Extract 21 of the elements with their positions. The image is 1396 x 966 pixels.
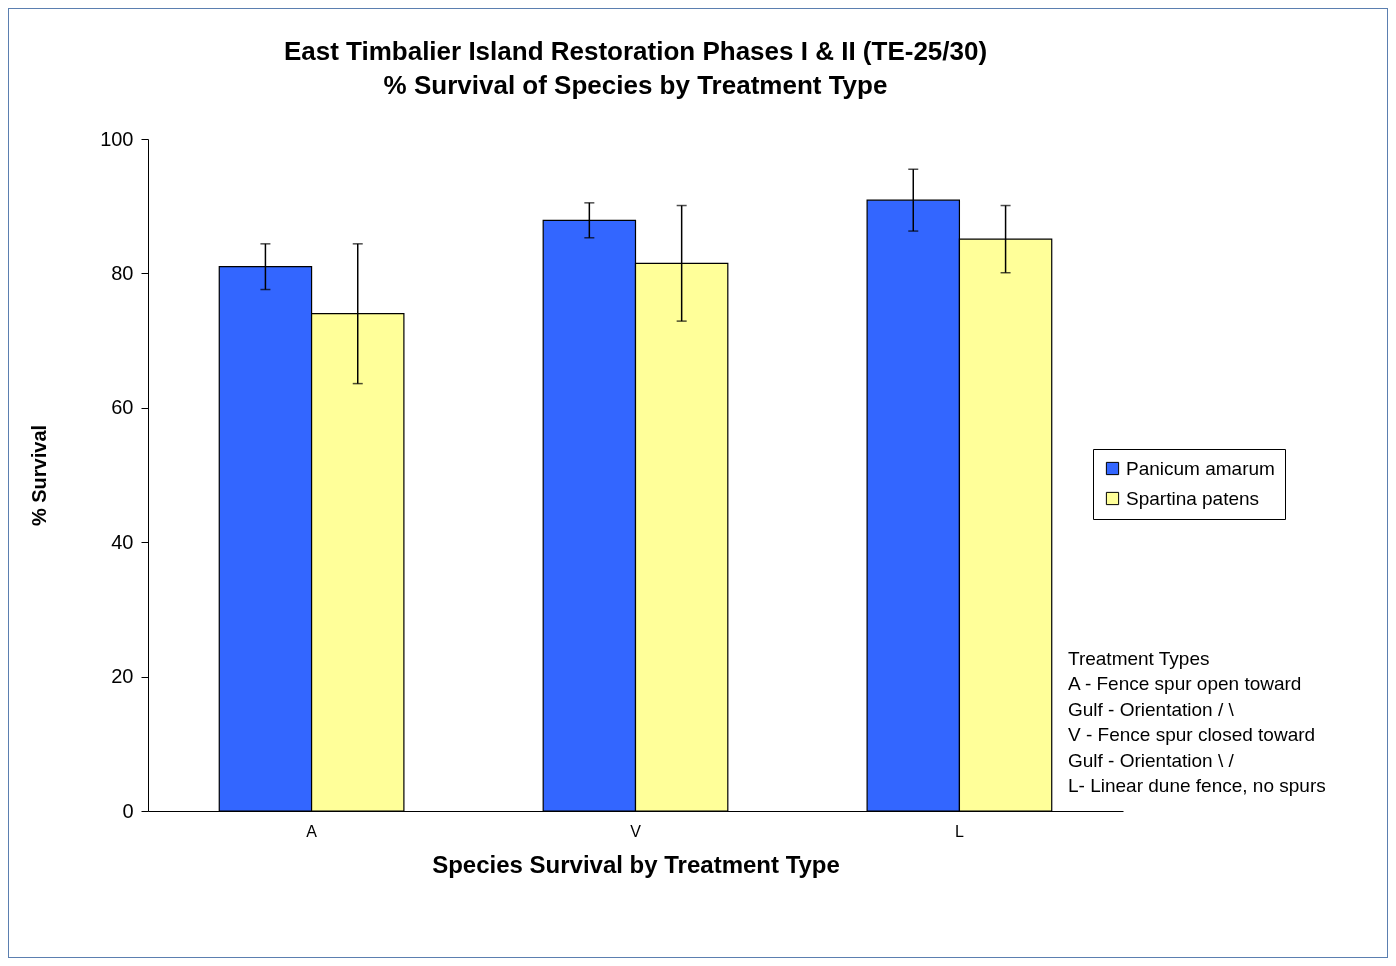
y-tick-label: 100	[100, 127, 134, 150]
chart-subtitle: % Survival of Species by Treatment Type	[383, 70, 888, 100]
annotation: L- Linear dune fence, no spurs	[1068, 775, 1326, 796]
annotation: A - Fence spur open toward	[1068, 673, 1302, 695]
y-tick-label: 40	[111, 530, 134, 553]
annotation: Gulf - Orientation \ /	[1068, 749, 1235, 771]
annotation: Gulf - Orientation / \	[1068, 698, 1235, 720]
y-axis-title: % Survival	[28, 424, 51, 527]
annotation: Treatment Types	[1068, 648, 1210, 669]
annotation: V - Fence spur closed toward	[1068, 724, 1316, 746]
x-tick-label: A	[306, 822, 318, 840]
chart-title: East Timbalier Island Restoration Phases I & II (TE-25/30)	[283, 36, 988, 66]
y-tick-label: 0	[122, 799, 134, 822]
x-tick-label: L	[954, 822, 964, 840]
legend-label: Panicum amarum	[1126, 457, 1275, 479]
y-tick-label: 20	[111, 665, 134, 688]
legend-label: Spartina patens	[1126, 487, 1260, 509]
y-tick-label: 60	[111, 396, 134, 419]
x-tick-label: V	[630, 822, 642, 840]
y-tick-label: 80	[111, 261, 134, 284]
x-axis-title: Species Survival by Treatment Type	[432, 850, 840, 878]
